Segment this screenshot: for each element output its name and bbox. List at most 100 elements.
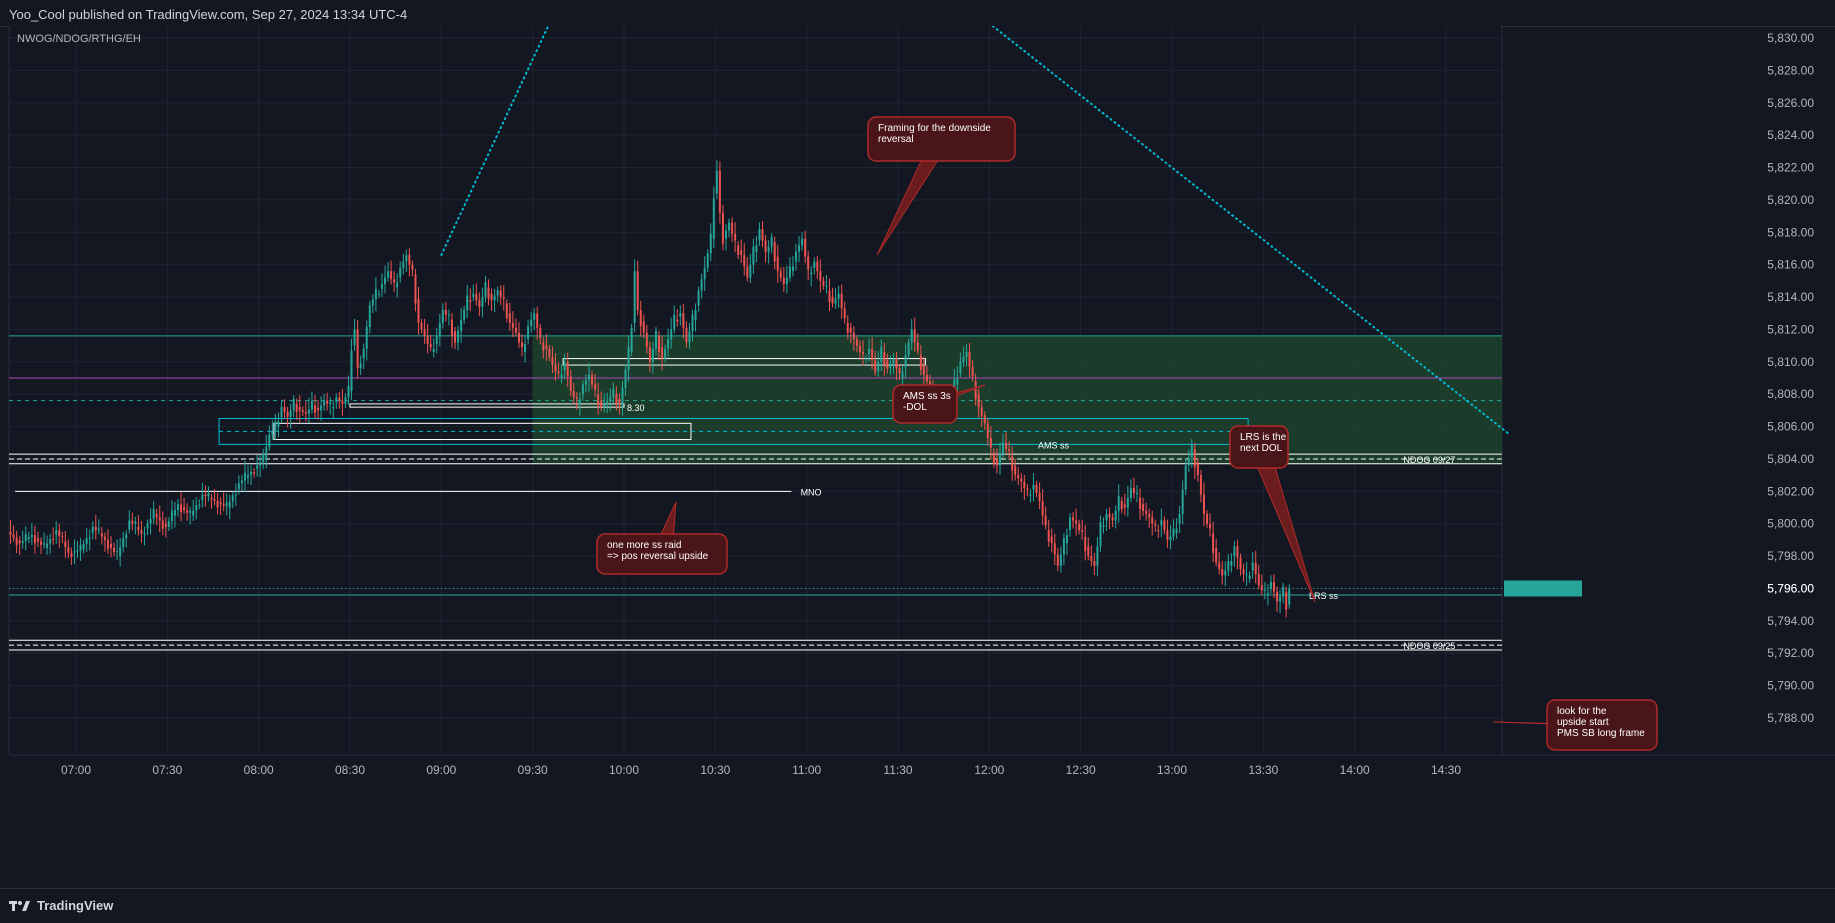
candle-body [913,329,916,343]
candle-body [1075,520,1078,524]
candle-body [128,520,131,530]
callout-ams-dol-box [892,384,958,424]
candle-body [113,548,116,553]
candle-body [971,366,974,377]
candle-body [639,310,642,327]
candle-body [380,284,383,289]
candle-body [97,528,100,531]
candle-body [728,222,731,231]
candle-body [795,251,798,262]
candle-body [1196,462,1199,476]
candle-body [587,374,590,380]
candle-body [807,256,810,270]
candle-body [1181,489,1184,514]
candle-body [481,297,484,307]
price-tick-label: 5,788.00 [1767,711,1814,725]
candle-body [594,384,597,390]
candle-body [1230,560,1233,566]
candle-body [1072,517,1075,521]
candle-body [472,293,475,298]
price-tick-label: 5,796.00 [1767,581,1814,595]
callout-look-for-text: upside start [1557,717,1609,728]
candle-body [1029,494,1032,496]
candle-body [907,342,910,356]
candle-body [986,423,989,438]
candle-body [39,541,42,545]
candle-body [1279,596,1282,602]
candle-body [161,520,164,529]
candle-body [30,535,33,538]
candle-body [612,389,615,398]
candle-body [919,355,922,370]
candle-body [1218,562,1221,570]
candle-body [1132,488,1135,493]
time-tick-label: 13:00 [1157,763,1187,777]
candle-body [956,378,959,385]
candle-body [155,514,158,518]
candle-body [457,331,460,343]
candle-body [1078,523,1081,531]
price-tick-label: 5,808.00 [1767,387,1814,401]
candle-body [566,361,569,377]
candle-body [536,313,539,328]
trendline-right [991,26,1511,436]
candle-body [52,539,55,541]
candle-body [100,533,103,537]
candle-body [1212,533,1215,553]
candle-body [1038,492,1041,502]
candle-body [597,394,600,406]
price-tick-label: 5,792.00 [1767,646,1814,660]
candle-body [1285,591,1288,610]
candle-body [1163,520,1166,531]
candle-body [36,538,39,542]
tradingview-logo-icon [9,900,30,911]
candle-body [125,534,128,539]
time-tick-label: 09:00 [426,763,456,777]
price-tick-label: 5,812.00 [1767,322,1814,336]
candle-body [530,319,533,327]
candle-body [1017,475,1020,479]
candle-body [176,504,179,510]
price-chart[interactable]: 5,830.00 5,828.00 5,826.00 5,824.00 5,822.00… [0,26,1835,888]
candle-body [1026,488,1029,490]
candle-body [752,246,755,265]
candle-body [1282,586,1285,597]
candle-body [454,331,457,343]
candle-body [323,400,326,406]
candle-body [880,347,883,362]
candle-body [180,504,183,512]
candle-body [1184,465,1187,490]
price-tick-label: 5,830.00 [1767,31,1814,45]
candle-body [167,521,170,527]
candle-body [706,253,709,268]
candle-body [70,552,73,557]
candle-body [222,504,225,506]
tradingview-logo[interactable]: TradingView [9,898,113,913]
candle-body [514,327,517,333]
candle-body [137,526,140,531]
candle-body [1014,465,1017,476]
candle-body [338,397,341,401]
candle-body [1206,514,1209,524]
candle-body [1081,530,1084,532]
candle-body [496,290,499,296]
price-tick-label: 5,826.00 [1767,96,1814,110]
candle-body [1157,530,1160,532]
candle-body [892,358,895,364]
candle-body [58,530,61,536]
candle-body [569,376,572,391]
callout-ams-dol-text: AMS ss 3s [903,391,951,402]
candle-body [1117,496,1120,511]
callout-one-more-text: => pos reversal upside [607,551,709,562]
candle-body [715,170,718,194]
candle-body [313,405,316,413]
candle-body [310,400,313,410]
candle-body [1020,478,1023,482]
callout-framing-text: Framing for the downside [878,123,991,134]
candle-body [575,397,578,400]
trendline-left [440,26,550,256]
label-ndog-0927: NDOG 09/27 [1403,455,1455,465]
callout-one-more-text: one more ss raid [607,540,681,551]
candle-body [301,410,304,412]
candle-body [362,348,365,359]
